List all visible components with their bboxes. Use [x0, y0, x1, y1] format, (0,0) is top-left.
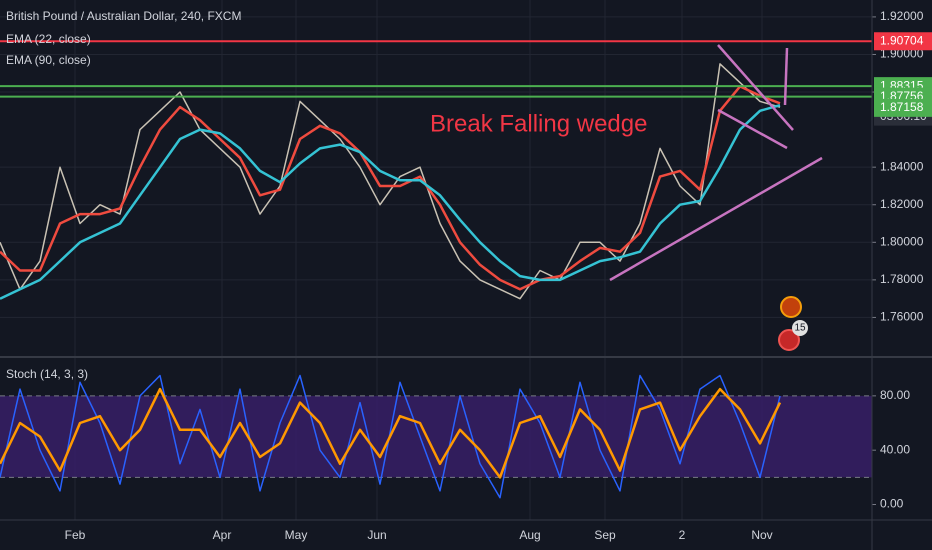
y-tick-label: 1.78000: [880, 272, 924, 286]
price-label: 1.90704: [880, 33, 924, 47]
x-tick-label: Sep: [594, 528, 616, 542]
series-line: [0, 85, 781, 291]
price-label-box: [874, 32, 932, 51]
badge-text: 15: [794, 323, 806, 334]
x-tick-label: Jun: [367, 528, 386, 542]
chart-title: British Pound / Australian Dollar, 240, …: [6, 9, 241, 23]
price-label: 1.87158: [880, 100, 924, 114]
pane-title: Stoch (14, 3, 3): [6, 367, 88, 381]
price-label-box: [874, 98, 932, 117]
y-tick-label: 40.00: [880, 442, 910, 456]
x-tick-label: May: [285, 528, 308, 542]
annotation: Break Falling wedge: [430, 110, 647, 137]
event-flag: [780, 296, 802, 318]
badge: [792, 320, 808, 336]
y-tick-label: 0.00: [880, 497, 904, 511]
x-tick-label: Feb: [65, 528, 86, 542]
trend-line: [783, 47, 789, 106]
stoch-band: [0, 395, 872, 478]
trend-line: [609, 156, 823, 282]
y-tick-label: 80.00: [880, 388, 910, 402]
x-tick-label: Nov: [751, 528, 772, 542]
trend-line: [717, 44, 794, 131]
y-tick-label: 1.80000: [880, 234, 924, 248]
series-line: [0, 103, 781, 300]
y-tick-label: 1.76000: [880, 310, 924, 324]
trend-line: [717, 108, 788, 150]
event-flag: [778, 329, 800, 351]
series-line: [0, 63, 781, 300]
x-tick-label: Apr: [213, 528, 232, 542]
x-tick-label: 2: [679, 528, 686, 542]
x-tick-label: Aug: [519, 528, 540, 542]
trend-drawings: [609, 44, 823, 282]
series-line: [0, 387, 782, 479]
y-tick-label: 1.82000: [880, 197, 924, 211]
y-tick-label: 1.84000: [880, 159, 924, 173]
legend-entry: EMA (90, close): [6, 53, 91, 67]
legend-entry: EMA (22, close): [6, 32, 91, 46]
y-tick-label: 1.92000: [880, 9, 924, 23]
